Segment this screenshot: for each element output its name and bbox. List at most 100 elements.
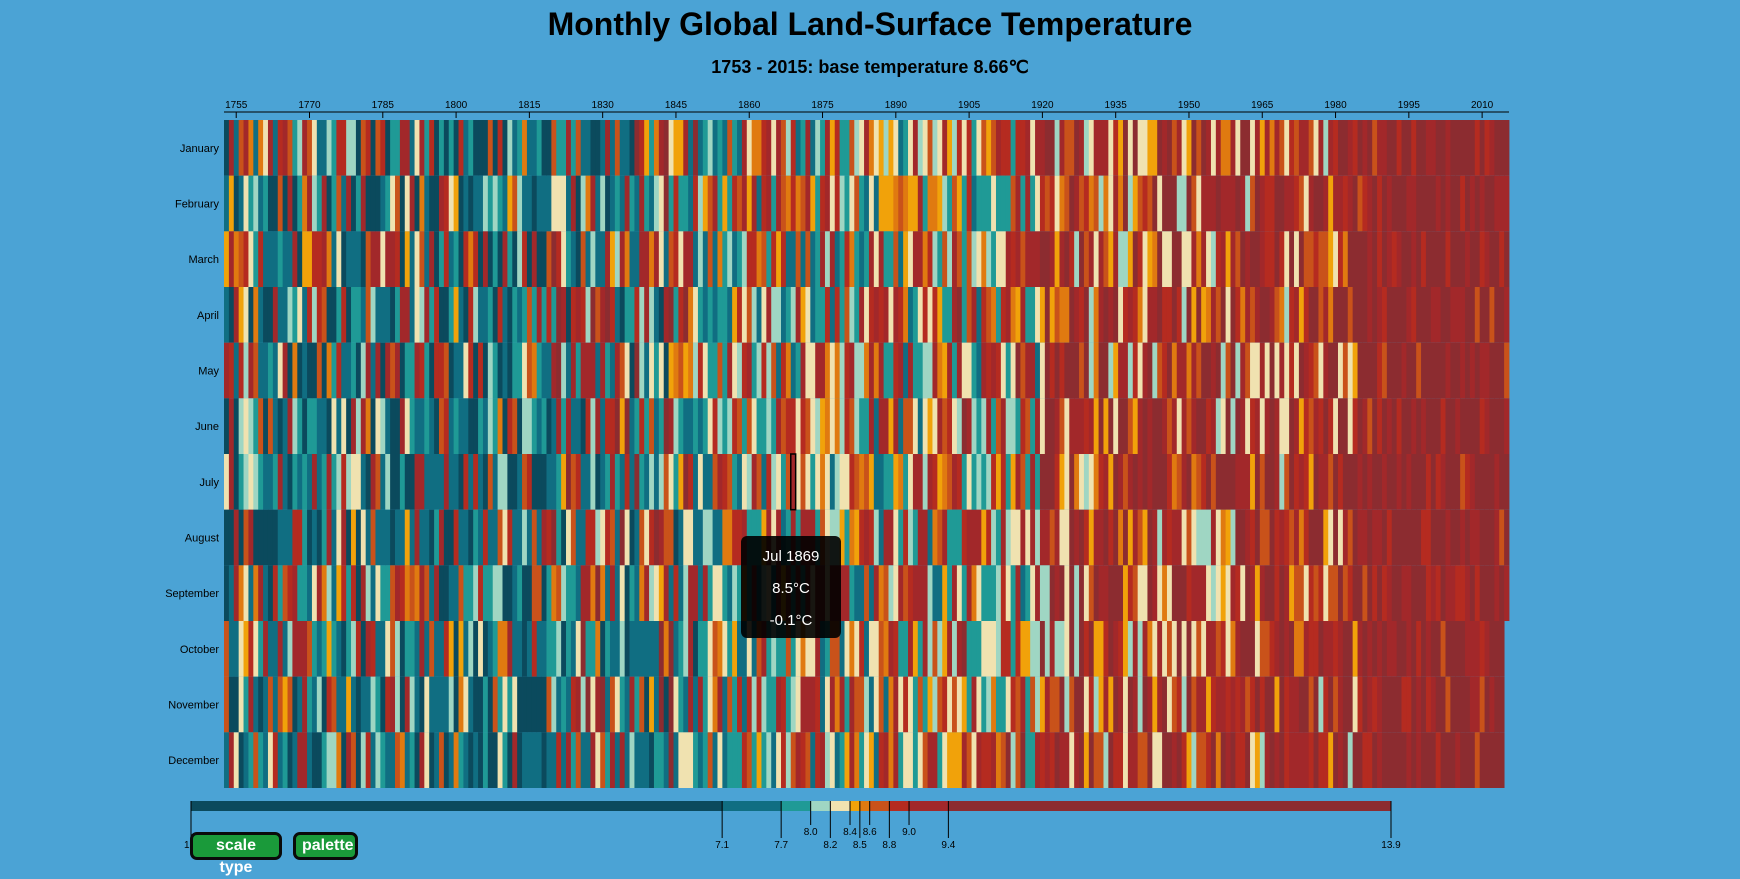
heatmap-cell[interactable] — [1308, 454, 1314, 510]
heatmap-cell[interactable] — [1035, 732, 1041, 788]
heatmap-cell[interactable] — [1005, 342, 1012, 399]
heatmap-cell[interactable] — [702, 454, 709, 510]
heatmap-cell[interactable] — [448, 287, 455, 343]
heatmap-cell[interactable] — [453, 398, 459, 454]
heatmap-cell[interactable] — [644, 454, 650, 510]
heatmap-cell[interactable] — [688, 175, 694, 232]
heatmap-cell[interactable] — [522, 454, 528, 510]
heatmap-cell[interactable] — [375, 342, 381, 399]
heatmap-cell[interactable] — [487, 342, 494, 399]
heatmap-cell[interactable] — [1342, 398, 1349, 454]
heatmap-cell[interactable] — [1074, 565, 1080, 621]
heatmap-cell[interactable] — [746, 287, 753, 343]
heatmap-cell[interactable] — [922, 732, 928, 788]
heatmap-cell[interactable] — [917, 231, 924, 287]
heatmap-cell[interactable] — [1455, 509, 1461, 566]
heatmap-cell[interactable] — [849, 621, 855, 677]
heatmap-cell[interactable] — [1289, 287, 1295, 343]
heatmap-cell[interactable] — [849, 175, 855, 232]
heatmap-cell[interactable] — [1401, 120, 1407, 176]
heatmap-cell[interactable] — [888, 120, 894, 176]
heatmap-cell[interactable] — [878, 676, 884, 733]
heatmap-cell[interactable] — [1377, 175, 1383, 232]
heatmap-cell[interactable] — [414, 287, 420, 343]
heatmap-cell[interactable] — [1186, 342, 1192, 399]
heatmap-cell[interactable] — [732, 120, 738, 176]
heatmap-cell[interactable] — [629, 454, 635, 510]
heatmap-cell[interactable] — [956, 398, 963, 454]
heatmap-cell[interactable] — [1411, 175, 1417, 232]
heatmap-cell[interactable] — [756, 732, 762, 788]
heatmap-cell[interactable] — [937, 342, 943, 399]
heatmap-cell[interactable] — [395, 175, 401, 232]
heatmap-cell[interactable] — [1166, 231, 1173, 287]
heatmap-cell[interactable] — [898, 621, 904, 677]
heatmap-cell[interactable] — [316, 120, 323, 176]
heatmap-cell[interactable] — [277, 175, 284, 232]
heatmap-cell[interactable] — [1191, 732, 1197, 788]
heatmap-cell[interactable] — [634, 342, 640, 399]
heatmap-cell[interactable] — [316, 287, 323, 343]
heatmap-cell[interactable] — [1328, 120, 1334, 176]
heatmap-cell[interactable] — [609, 287, 616, 343]
heatmap-cell[interactable] — [1313, 175, 1319, 232]
heatmap-cell[interactable] — [468, 398, 474, 454]
heatmap-cell[interactable] — [1127, 565, 1134, 621]
heatmap-cell[interactable] — [1083, 565, 1090, 621]
heatmap-cell[interactable] — [952, 732, 958, 788]
heatmap-cell[interactable] — [893, 676, 899, 733]
heatmap-cell[interactable] — [277, 287, 284, 343]
heatmap-cell[interactable] — [1049, 287, 1056, 343]
heatmap-cell[interactable] — [297, 175, 303, 232]
heatmap-cell[interactable] — [292, 621, 298, 677]
heatmap-cell[interactable] — [1157, 732, 1163, 788]
heatmap-cell[interactable] — [639, 175, 645, 232]
heatmap-cell[interactable] — [673, 621, 679, 677]
heatmap-cell[interactable] — [908, 120, 914, 176]
heatmap-cell[interactable] — [898, 454, 904, 510]
heatmap-cell[interactable] — [1079, 621, 1085, 677]
heatmap-cell[interactable] — [829, 287, 836, 343]
heatmap-cell[interactable] — [1035, 509, 1041, 566]
heatmap-cell[interactable] — [1294, 621, 1300, 677]
heatmap-cell[interactable] — [482, 287, 489, 343]
heatmap-cell[interactable] — [468, 676, 474, 733]
heatmap-cell[interactable] — [502, 509, 508, 566]
heatmap-cell[interactable] — [1127, 621, 1134, 677]
heatmap-cell[interactable] — [1465, 120, 1471, 176]
heatmap-cell[interactable] — [1381, 676, 1388, 733]
heatmap-cell[interactable] — [556, 342, 562, 399]
heatmap-cell[interactable] — [1196, 287, 1202, 343]
heatmap-cell[interactable] — [1123, 565, 1129, 621]
heatmap-cell[interactable] — [478, 454, 484, 510]
heatmap-cell[interactable] — [810, 287, 816, 343]
heatmap-cell[interactable] — [258, 231, 264, 287]
heatmap-cell[interactable] — [1347, 509, 1354, 566]
heatmap-cell[interactable] — [1333, 120, 1339, 176]
heatmap-cell[interactable] — [903, 175, 909, 232]
heatmap-cell[interactable] — [238, 287, 244, 343]
heatmap-cell[interactable] — [409, 732, 415, 788]
heatmap-cell[interactable] — [1377, 231, 1383, 287]
heatmap-cell[interactable] — [282, 175, 288, 232]
heatmap-cell[interactable] — [566, 509, 572, 566]
heatmap-cell[interactable] — [844, 287, 850, 343]
heatmap-cell[interactable] — [541, 120, 547, 176]
heatmap-cell[interactable] — [629, 398, 635, 454]
heatmap-cell[interactable] — [395, 676, 401, 733]
heatmap-cell[interactable] — [1025, 509, 1031, 566]
heatmap-cell[interactable] — [653, 175, 660, 232]
heatmap-cell[interactable] — [702, 621, 709, 677]
heatmap-cell[interactable] — [551, 676, 557, 733]
heatmap-cell[interactable] — [966, 509, 972, 566]
heatmap-cell[interactable] — [912, 565, 919, 621]
heatmap-cell[interactable] — [605, 287, 611, 343]
heatmap-cell[interactable] — [1098, 120, 1104, 176]
heatmap-cell[interactable] — [737, 621, 743, 677]
heatmap-cell[interactable] — [297, 287, 303, 343]
heatmap-cell[interactable] — [424, 231, 430, 287]
heatmap-cell[interactable] — [390, 175, 396, 232]
heatmap-cell[interactable] — [497, 287, 503, 343]
heatmap-cell[interactable] — [512, 342, 518, 399]
heatmap-cell[interactable] — [526, 398, 533, 454]
